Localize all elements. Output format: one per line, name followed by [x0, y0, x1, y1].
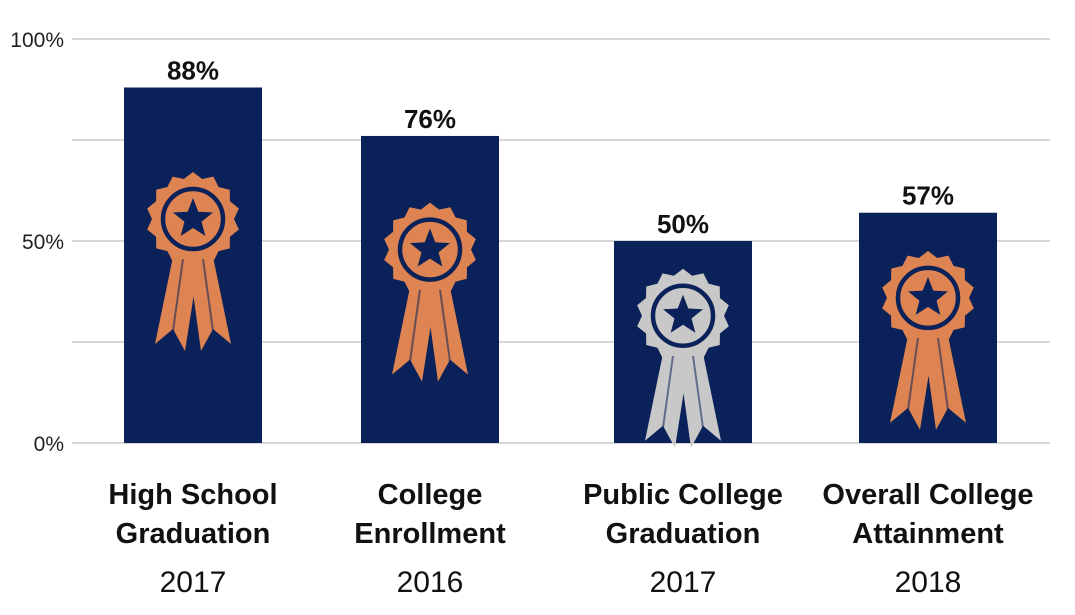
category-label-line1: Overall College — [822, 479, 1033, 511]
y-tick-label: 0% — [34, 433, 64, 456]
y-tick-label: 50% — [22, 231, 64, 254]
y-tick-label: 100% — [10, 29, 64, 52]
bars — [124, 87, 997, 448]
category-label-line1: Public College — [583, 479, 783, 511]
category-label-line2: Graduation — [606, 518, 761, 550]
award-ribbon-icon — [384, 202, 476, 382]
category-label-line1: College — [378, 479, 483, 511]
category-label-line2: Enrollment — [354, 518, 506, 550]
category-year-label: 2017 — [650, 566, 717, 599]
data-label-2: 76% — [404, 104, 456, 134]
category-labels: High School Graduation 2017 College Enrollme… — [108, 479, 1033, 599]
category-year-label: 2017 — [160, 566, 227, 599]
data-label-3: 50% — [657, 209, 709, 239]
data-label-1: 88% — [167, 55, 219, 85]
award-ribbon-icon — [637, 268, 729, 448]
category-year-label: 2016 — [397, 566, 464, 599]
award-ribbon-icon — [882, 250, 974, 430]
y-axis-ticks: 0% 50% 100% — [10, 29, 64, 456]
category-label-line2: Attainment — [852, 518, 1004, 550]
category-label-line1: High School — [108, 479, 277, 511]
category-year-label: 2018 — [895, 566, 962, 599]
data-labels: 88% 76% 50% 57% — [167, 55, 954, 239]
category-label-line2: Graduation — [116, 518, 271, 550]
data-label-4: 57% — [902, 181, 954, 211]
award-ribbon-icon — [147, 172, 239, 352]
